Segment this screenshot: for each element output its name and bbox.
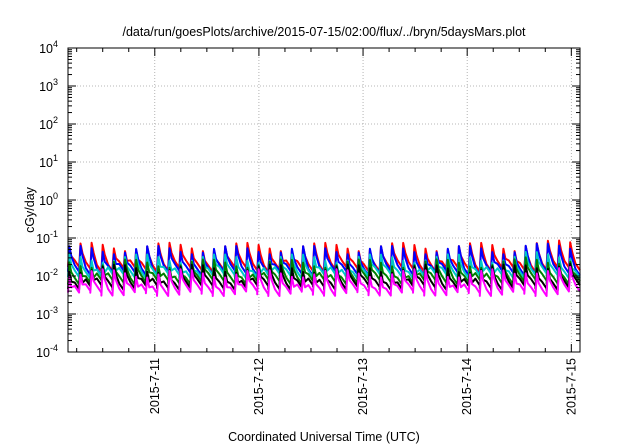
x-tick-label: 2015-7-15 [564, 358, 578, 415]
y-axis-label: cGy/day [23, 186, 37, 233]
y-tick-label: 10-1 [36, 229, 58, 246]
y-axis: 10-4 10-3 10-2 10-1 100 101 102 103 104 [36, 39, 580, 360]
y-tick-label: 101 [39, 153, 58, 170]
x-tick-label: 2015-7-13 [356, 358, 370, 415]
x-tick-label: 2015-7-12 [252, 358, 266, 415]
x-tick-label: 2015-7-11 [148, 358, 162, 414]
x-tick-label: 2015-7-14 [460, 358, 474, 415]
y-tick-label: 103 [39, 77, 58, 94]
y-tick-label: 10-4 [36, 343, 58, 360]
x-axis-label: Coordinated Universal Time (UTC) [228, 430, 420, 444]
x-axis: 2015-7-11 2015-7-12 2015-7-13 2015-7-14 2015… [76, 48, 578, 415]
chart-title: /data/run/goesPlots/archive/2015-07-15/0… [122, 25, 526, 39]
grid [68, 48, 580, 352]
series-line-6 [67, 265, 581, 297]
y-tick-label: 10-3 [36, 305, 58, 322]
y-tick-label: 100 [39, 191, 58, 208]
y-tick-label: 10-2 [36, 267, 58, 284]
y-tick-label: 102 [39, 115, 58, 132]
y-tick-label: 104 [39, 39, 58, 56]
series-group [67, 239, 581, 297]
